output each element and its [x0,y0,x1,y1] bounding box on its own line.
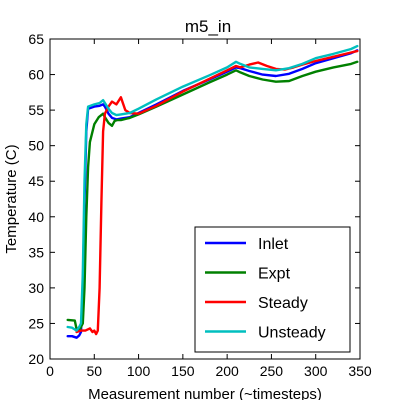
x-axis-label: Measurement number (~timesteps) [88,386,322,400]
x-tick-label: 150 [171,363,195,379]
series-line-expt [66,60,359,332]
legend-label-expt: Expt [258,266,291,283]
x-tick-label: 50 [86,363,102,379]
y-tick-label: 50 [28,138,44,154]
series-line-unsteady [66,44,359,332]
x-tick-label: 300 [304,363,328,379]
series-layer [66,44,359,339]
y-axis-label: Temperature (C) [3,144,20,253]
legend-label-unsteady: Unsteady [258,325,326,342]
y-tick-label: 25 [28,315,44,331]
x-tick-label: 200 [215,363,239,379]
y-tick-label: 20 [28,351,44,367]
x-tick-label: 350 [348,363,372,379]
y-axis-ticks: 20 25 30 35 40 45 50 55 60 65 [28,31,360,367]
x-tick-label: 250 [260,363,284,379]
y-tick-label: 45 [28,173,44,189]
y-tick-label: 60 [28,67,44,83]
y-tick-label: 30 [28,280,44,296]
y-tick-label: 65 [28,31,44,47]
x-tick-label: 100 [127,363,151,379]
chart-title: m5_in [185,17,231,36]
x-tick-label: 0 [46,363,54,379]
y-tick-label: 55 [28,102,44,118]
legend-label-steady: Steady [258,295,308,312]
y-tick-label: 35 [28,244,44,260]
legend-label-inlet: Inlet [258,236,289,253]
plot-frame [49,38,361,360]
y-tick-label: 40 [28,209,44,225]
x-axis-ticks: 0 50 100 150 200 250 300 350 [46,39,372,379]
legend: Inlet Expt Steady Unsteady [194,226,351,353]
